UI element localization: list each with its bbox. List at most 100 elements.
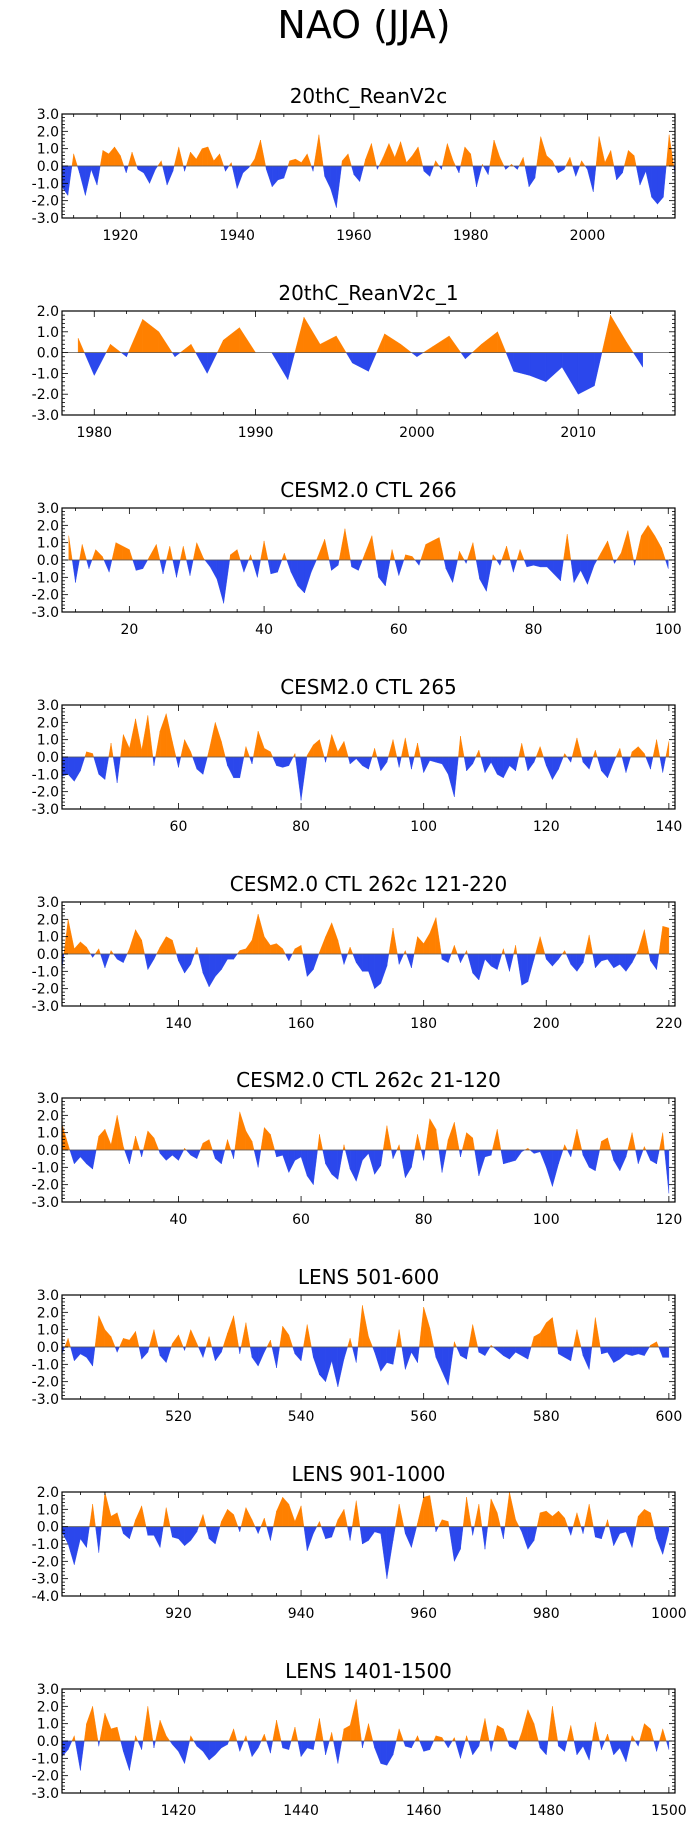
negative-area: [563, 165, 567, 170]
negative-area: [114, 1346, 118, 1353]
positive-area: [158, 331, 173, 353]
negative-area: [580, 559, 588, 585]
negative-area: [582, 1346, 590, 1370]
negative-area: [374, 953, 381, 990]
positive-area: [313, 134, 320, 167]
positive-area: [460, 146, 466, 167]
positive-area: [652, 739, 657, 758]
negative-area: [331, 1149, 339, 1180]
negative-area: [325, 1740, 330, 1755]
negative-area: [619, 1346, 627, 1360]
positive-area: [661, 547, 666, 561]
positive-area: [448, 335, 462, 353]
positive-area: [435, 917, 442, 955]
positive-area: [303, 316, 321, 353]
positive-area: [163, 1507, 167, 1527]
y-tick-label: 3.0: [37, 895, 59, 911]
negative-area: [570, 953, 578, 972]
positive-area: [504, 1491, 510, 1527]
positive-area: [616, 552, 622, 561]
positive-area: [279, 1326, 283, 1348]
positive-area: [423, 1495, 430, 1527]
negative-area: [90, 165, 98, 186]
negative-area: [570, 1526, 574, 1536]
negative-area: [126, 352, 129, 357]
positive-area: [515, 1519, 520, 1527]
panel-7: LENS 501-600 3.02.0 1.00.0-1.0 -2.0-3.0 520 5…: [32, 1265, 683, 1425]
positive-area: [454, 1122, 460, 1151]
negative-area: [601, 953, 608, 962]
negative-area: [67, 165, 73, 196]
negative-area: [155, 165, 159, 171]
positive-area: [120, 734, 124, 758]
negative-area: [253, 1149, 259, 1168]
negative-area: [632, 352, 643, 368]
negative-area: [414, 559, 420, 566]
positive-area: [656, 1341, 659, 1348]
positive-area: [127, 152, 133, 167]
positive-area: [114, 146, 121, 167]
negative-area: [142, 559, 148, 570]
negative-area: [271, 165, 279, 188]
positive-area: [572, 1129, 578, 1151]
positive-area: [472, 1137, 475, 1151]
positive-area: [607, 540, 614, 561]
negative-area: [533, 1149, 541, 1154]
negative-area: [595, 1149, 600, 1171]
negative-area: [447, 1346, 454, 1386]
positive-areas: [68, 524, 666, 561]
positive-area: [620, 530, 629, 561]
negative-area: [368, 953, 375, 989]
negative-area: [392, 1346, 397, 1365]
positive-area: [129, 718, 136, 758]
negative-area: [239, 1346, 242, 1354]
positive-area: [245, 1130, 253, 1151]
negative-area: [478, 1346, 486, 1357]
y-tick-label: 1.0: [37, 325, 59, 341]
positive-area: [119, 1338, 124, 1348]
y-tick-label: 0.0: [37, 947, 59, 963]
positive-area: [459, 550, 465, 561]
positive-areas: [61, 1111, 665, 1151]
negative-area: [544, 953, 547, 960]
positive-areas: [89, 1491, 655, 1527]
negative-area: [503, 756, 510, 778]
panel-title: CESM2.0 CTL 266: [280, 478, 457, 502]
negative-area: [270, 1740, 273, 1754]
negative-area: [538, 1740, 541, 1748]
negative-area: [123, 165, 127, 173]
positive-area: [80, 941, 87, 955]
positive-area: [180, 739, 185, 758]
positive-area: [260, 139, 266, 167]
negative-area: [264, 1346, 268, 1353]
negative-area: [139, 1149, 142, 1157]
negative-area: [394, 559, 400, 576]
positive-area: [135, 1505, 142, 1527]
positive-area: [266, 1339, 271, 1348]
positive-area: [264, 747, 271, 758]
negative-area: [231, 165, 238, 189]
positive-area: [466, 1497, 472, 1527]
positive-area: [316, 1521, 320, 1527]
positive-area: [166, 1735, 171, 1742]
negative-area: [159, 1149, 167, 1161]
negative-area: [186, 559, 191, 576]
negative-area: [515, 1149, 522, 1162]
positive-area: [441, 1519, 449, 1527]
positive-area: [539, 1510, 547, 1527]
negative-area: [410, 352, 418, 358]
negative-area: [74, 756, 81, 783]
positive-area: [638, 1508, 645, 1527]
negative-area: [190, 1526, 198, 1542]
negative-area: [441, 756, 449, 776]
x-tick-label: 1500: [651, 1803, 687, 1819]
positive-area: [601, 315, 611, 353]
positive-area: [552, 1317, 558, 1348]
negative-area: [85, 165, 92, 196]
negative-area: [93, 756, 99, 775]
positive-area: [264, 1517, 267, 1527]
negative-area: [497, 953, 503, 970]
x-tick-label: 140: [656, 819, 683, 835]
y-tick-label: -3.0: [32, 802, 59, 818]
